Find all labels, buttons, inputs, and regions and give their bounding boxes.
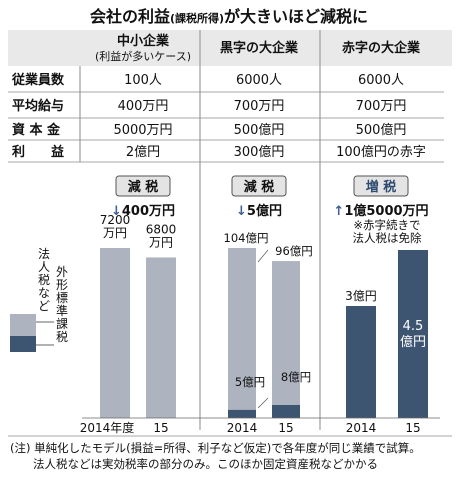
row-value: 500億円 [234, 122, 285, 138]
row-label: 資 本 金 [12, 122, 61, 138]
legend-dark-label: 法人税など [38, 247, 50, 313]
bar-dark [398, 250, 428, 418]
x-tick-label: 2014年度 [80, 420, 135, 435]
tax-badge [115, 175, 171, 197]
badge-label: 減 税 [128, 179, 159, 195]
bar-dark-label: 4.5 億円 [400, 319, 426, 350]
arrow-down-icon: ↓ [111, 204, 122, 219]
bar-total-label: 96億円 [275, 244, 313, 258]
row-value: 700万円 [234, 99, 285, 114]
bar-light [272, 261, 300, 405]
tax-change: ↓5億円 [236, 203, 282, 219]
tax-change-amount: 400万円 [122, 204, 175, 219]
arrow-down-icon: ↓ [236, 204, 247, 219]
row-value: 300億円 [234, 144, 285, 160]
row-value: 6000人 [236, 73, 282, 88]
x-tick-label: 15 [153, 421, 168, 435]
bar-dark-label: 5億円 [235, 375, 265, 389]
tax-badge [353, 175, 409, 197]
header-band [8, 30, 452, 66]
legend-swatch-light [10, 314, 36, 336]
chart-title: 会社の利益(課税所得)が大きいほど減税に [90, 7, 368, 26]
row-value: 6000人 [358, 73, 404, 88]
label-leader [257, 397, 269, 409]
bar-dark [272, 404, 300, 418]
legend-light-label: 外形標準課税 [56, 265, 68, 344]
x-tick-label: 15 [278, 421, 293, 435]
legend-swatch-dark [10, 336, 36, 352]
row-label: 平均給与 [12, 98, 64, 114]
bar-dark-label: 8億円 [281, 370, 311, 384]
tax-change: ↓400万円 [111, 204, 175, 219]
row-value: 5000万円 [113, 123, 172, 138]
title-part: 会社の利益 [90, 7, 170, 26]
title-part: が大きいほど減税に [224, 7, 368, 26]
row-value: 100億円の赤字 [336, 144, 426, 160]
arrow-up-icon: ↑ [333, 204, 344, 219]
x-tick-label: 2014 [346, 421, 377, 435]
tax-badge [231, 175, 287, 197]
badge-label: 減 税 [244, 179, 275, 195]
bar-dark [228, 409, 256, 418]
footnote-line: (注) 単純化したモデル(損益=所得、利子など仮定)で各年度が同じ業績で試算。 [10, 441, 421, 455]
bar-dark-label: 3億円 [345, 289, 377, 303]
row-value: 700万円 [356, 99, 407, 114]
label-leader [257, 249, 269, 263]
tax-change: ↑1億5000万円 [333, 203, 428, 219]
x-tick-label: 2014 [227, 421, 258, 435]
bar-total-label: 7200 万円 [100, 213, 131, 240]
row-value: 2億円 [126, 144, 160, 160]
column-subtitle: (利益が多いケース) [95, 49, 191, 63]
bar-light [100, 248, 130, 418]
footnote-line: 法人税などは実効税率の部分のみ。このほか固定資産税などかかる [10, 457, 378, 471]
row-value: 400万円 [118, 99, 169, 114]
bar-total-label: 6800 万円 [146, 222, 177, 249]
row-label: 利 益 [12, 144, 64, 160]
column-title: 赤字の大企業 [342, 40, 421, 56]
row-value: 100人 [124, 73, 162, 88]
badge-label: 増 税 [366, 179, 397, 195]
x-tick-label: 15 [405, 421, 420, 435]
bar-total-label: 104億円 [224, 231, 269, 245]
column-title: 黒字の大企業 [220, 40, 299, 56]
title-part: (課税所得) [170, 11, 224, 25]
tax-change-amount: 1億5000万円 [344, 203, 428, 219]
row-value: 500億円 [356, 122, 407, 138]
bar-light [228, 248, 256, 410]
tax-change-amount: 5億円 [247, 203, 282, 219]
bar-light [146, 257, 176, 418]
row-label: 従業員数 [11, 72, 65, 88]
panel-note: ※赤字続きで法人税は免除 [353, 218, 422, 245]
bar-dark [346, 306, 376, 418]
column-title: 中小企業 [117, 33, 170, 49]
